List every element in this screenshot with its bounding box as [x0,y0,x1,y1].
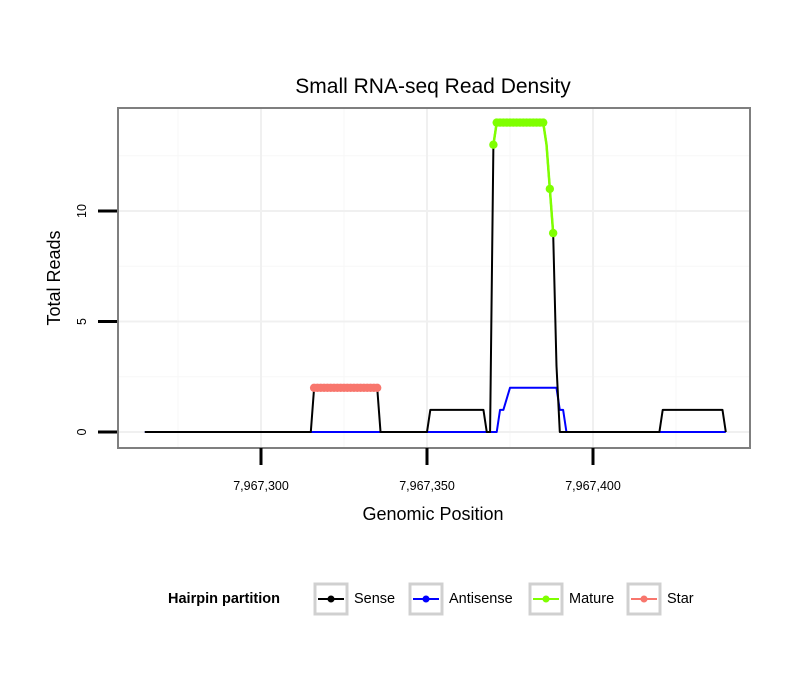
x-axis: 7,967,300 7,967,350 7,967,400 [233,448,621,493]
series-line-antisense [144,386,726,433]
legend: Hairpin partition Sense Antisense Mature St… [168,582,694,616]
y-axis-title: Total Reads [44,230,64,325]
legend-point-antisense [422,595,430,603]
series-layer [144,118,727,433]
plot-panel-border [117,107,751,449]
data-point-star [373,383,382,392]
legend-label-star: Star [667,591,694,607]
chart-title: Small RNA-seq Read Density [295,75,571,98]
x-tick-label: 7,967,350 [399,479,455,493]
x-tick-label: 7,967,300 [233,479,289,493]
y-tick-label: 0 [75,428,89,435]
legend-label-mature: Mature [569,591,614,607]
x-axis-title: Genomic Position [362,504,503,524]
legend-title: Hairpin partition [168,591,280,607]
legend-point-star [640,595,648,603]
x-tick-label: 7,967,400 [565,479,621,493]
grid-minor [119,109,749,447]
legend-label-antisense: Antisense [449,591,513,607]
y-tick-label: 5 [75,318,89,325]
legend-label-sense: Sense [354,591,395,607]
data-point-mature [539,118,548,127]
y-axis: 0 5 10 [75,204,117,435]
data-point-mature [545,184,555,194]
data-point-mature [489,140,498,149]
legend-point-sense [327,595,335,603]
y-tick-label: 10 [75,204,89,218]
legend-point-mature [542,595,550,603]
data-point-mature [548,228,558,238]
